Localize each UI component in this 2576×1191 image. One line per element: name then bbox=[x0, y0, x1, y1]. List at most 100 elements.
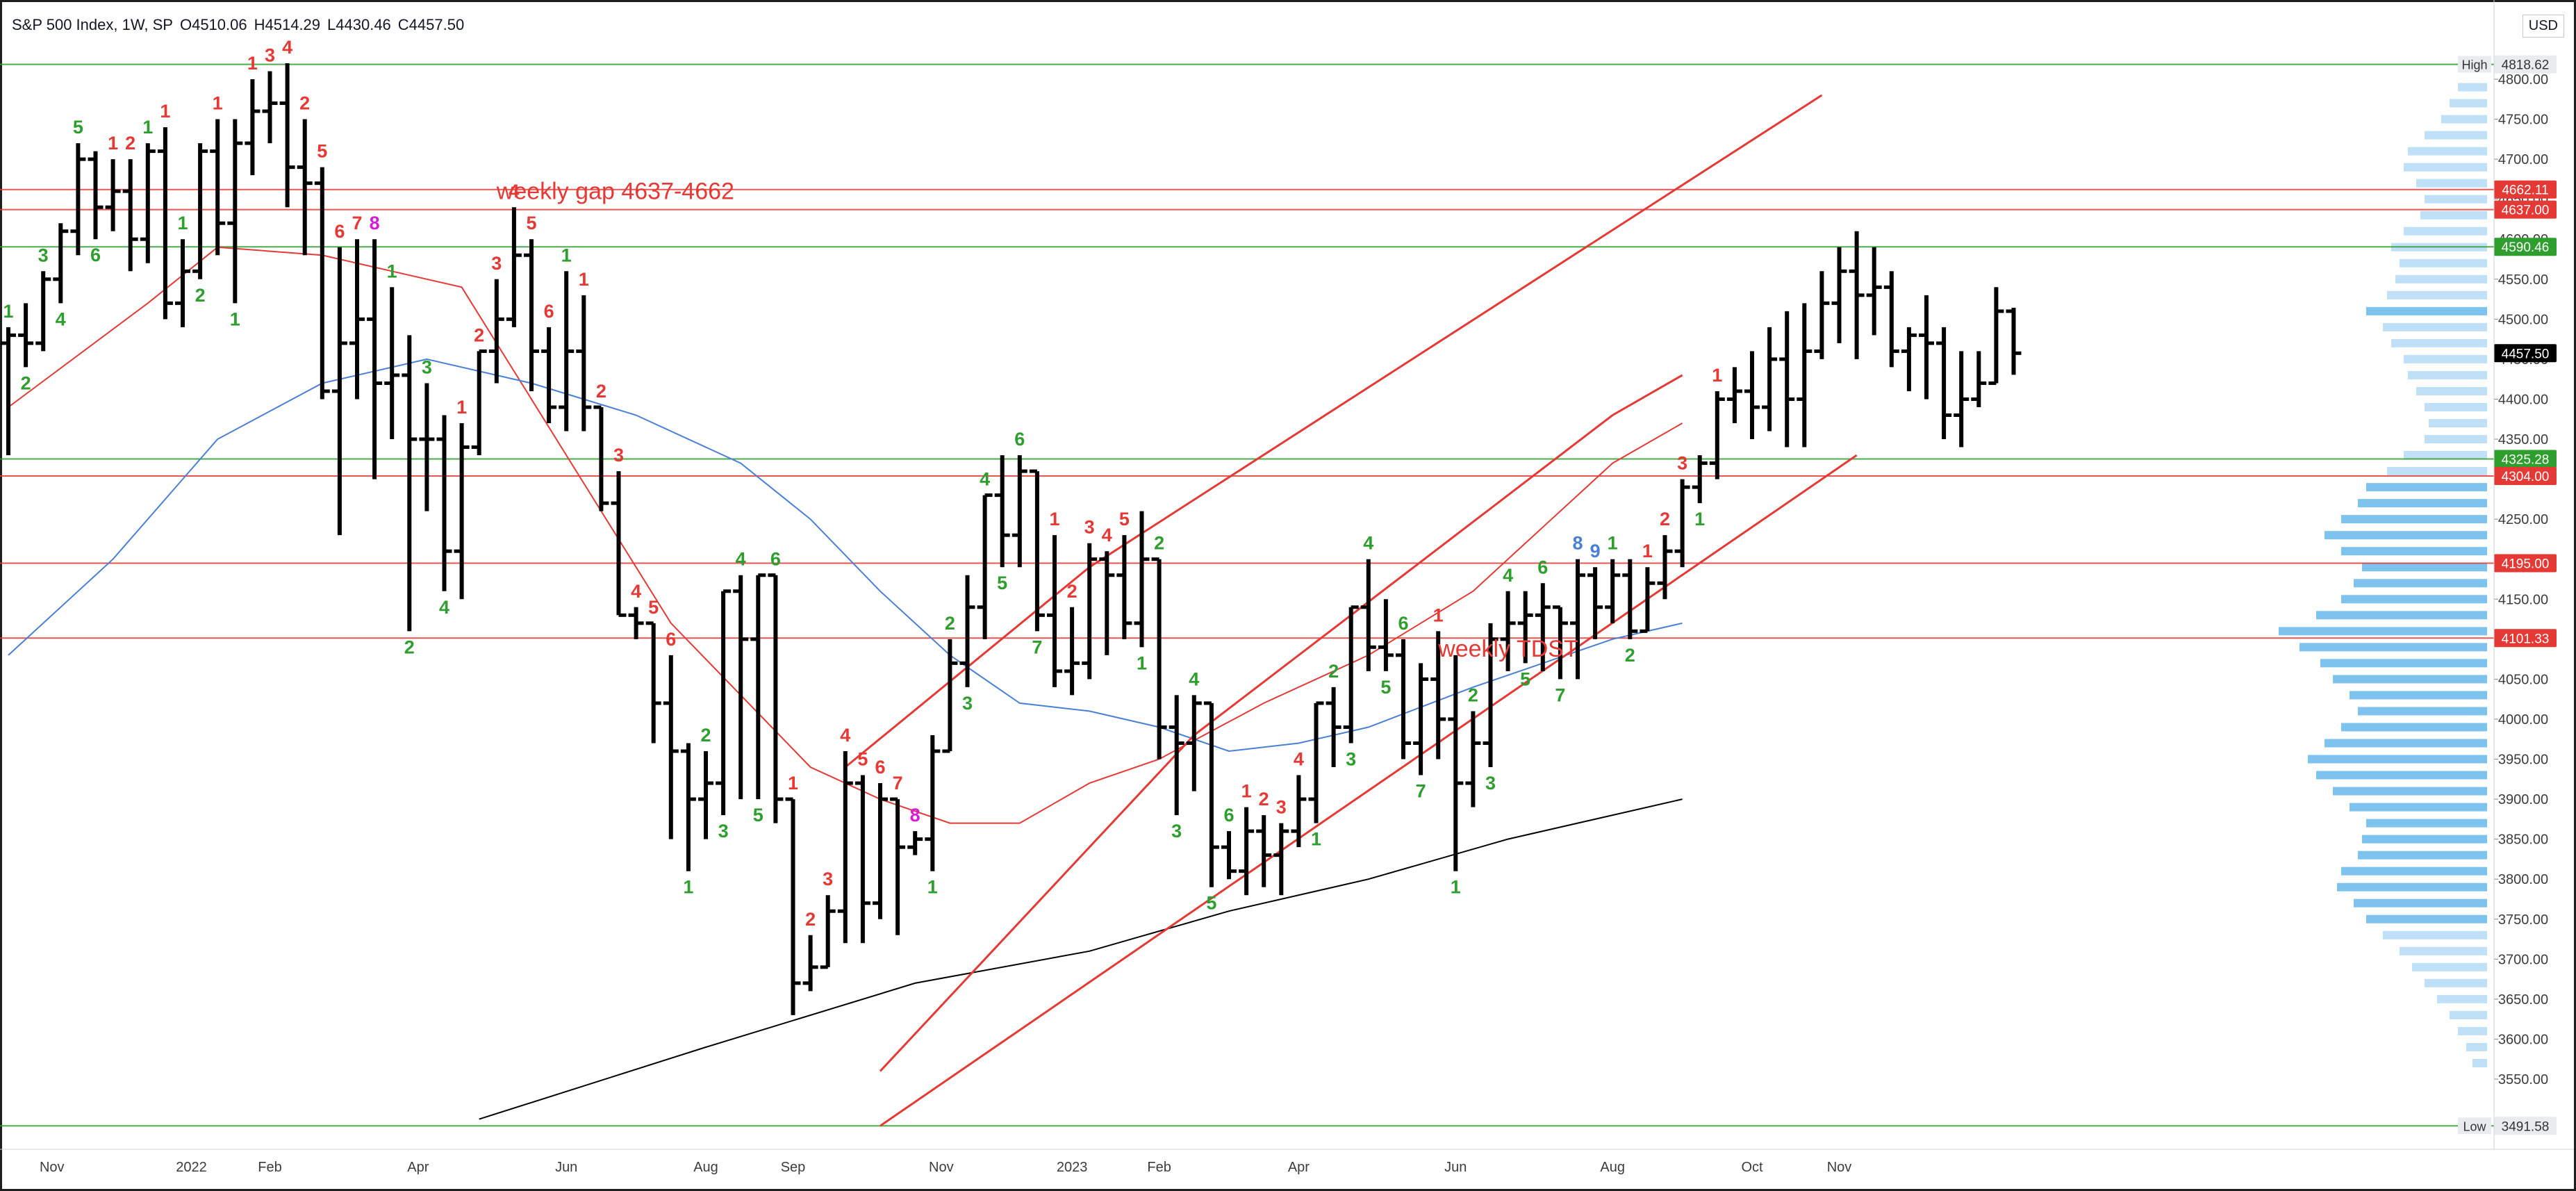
td-count-label: 1 bbox=[160, 101, 170, 122]
level-price-tag bbox=[2494, 466, 2557, 485]
chart-annotation: weekly gap 4637-4662 bbox=[496, 179, 734, 205]
td-count-label: 1 bbox=[1642, 541, 1653, 561]
td-count-label: 2 bbox=[474, 325, 484, 345]
td-count-label: 6 bbox=[1537, 557, 1548, 577]
y-tick-label: 4250.00 bbox=[2498, 512, 2548, 527]
volume-profile-bar bbox=[2391, 338, 2487, 347]
x-tick-label: Nov bbox=[40, 1160, 65, 1175]
level-price-tag bbox=[2494, 200, 2557, 219]
symbol-title: S&P 500 Index, 1W, SP bbox=[12, 16, 173, 33]
td-count-label: 1 bbox=[3, 301, 13, 322]
td-count-label: 1 bbox=[1608, 533, 1618, 554]
volume-profile bbox=[2279, 83, 2487, 1067]
volume-profile-bar bbox=[2466, 1042, 2487, 1051]
volume-profile-bar bbox=[2308, 755, 2487, 764]
td-count-label: 2 bbox=[1625, 645, 1635, 666]
level-price-tag-label: 4195.00 bbox=[2502, 557, 2550, 571]
y-tick-label: 3850.00 bbox=[2498, 832, 2548, 848]
volume-profile-bar bbox=[2408, 147, 2487, 156]
td-count-label: 9 bbox=[1590, 541, 1601, 561]
td-count-label: 1 bbox=[788, 773, 798, 794]
x-tick-label: Jun bbox=[555, 1160, 577, 1175]
volume-profile-bar bbox=[2350, 691, 2487, 700]
volume-profile-bar bbox=[2337, 882, 2487, 892]
td-count-label: 2 bbox=[805, 909, 816, 930]
td-count-label: 1 bbox=[579, 269, 589, 290]
trendline bbox=[879, 374, 1683, 1072]
level-price-tag-label: 4818.62 bbox=[2502, 58, 2550, 73]
y-tick-label: 4000.00 bbox=[2498, 712, 2548, 728]
td-count-label: 1 bbox=[142, 117, 153, 138]
volume-profile-bar bbox=[2404, 163, 2487, 172]
volume-profile-bar bbox=[2412, 962, 2487, 971]
symbol-header: S&P 500 Index, 1W, SP O4510.06 H4514.29 L44… bbox=[12, 16, 471, 34]
volume-profile-bar bbox=[2404, 354, 2487, 363]
td-count-label: 5 bbox=[648, 597, 659, 618]
td-count-label: 6 bbox=[544, 301, 554, 322]
td-count-label: 5 bbox=[526, 213, 536, 233]
volume-profile-bar bbox=[2341, 515, 2487, 524]
volume-profile-bar bbox=[2325, 531, 2487, 540]
x-tick-label: 2023 bbox=[1057, 1160, 1088, 1175]
td-count-label: 5 bbox=[997, 573, 1007, 593]
y-tick-label: 3900.00 bbox=[2498, 792, 2548, 807]
td-count-label: 3 bbox=[1171, 821, 1182, 841]
volume-profile-bar bbox=[2279, 627, 2487, 636]
ohlc-close: C4457.50 bbox=[397, 16, 465, 33]
volume-profile-bar bbox=[2366, 819, 2487, 828]
td-count-label: 1 bbox=[683, 877, 693, 898]
td-count-label: 6 bbox=[770, 549, 781, 570]
y-tick-label: 3600.00 bbox=[2498, 1032, 2548, 1047]
volume-profile-bar bbox=[2341, 595, 2487, 604]
level-price-tag-label: 4304.00 bbox=[2502, 470, 2550, 484]
x-tick-label: Feb bbox=[1147, 1160, 1171, 1175]
level-tag-label: High bbox=[2461, 58, 2487, 72]
td-count-label: 3 bbox=[1677, 453, 1687, 474]
td-count-label: 1 bbox=[387, 261, 397, 281]
td-count-label: 3 bbox=[1276, 797, 1287, 818]
td-count-label: 4 bbox=[980, 469, 990, 490]
td-count-label: 5 bbox=[1206, 893, 1216, 914]
td-count-label: 3 bbox=[718, 821, 729, 841]
level-tag-box bbox=[2458, 1117, 2491, 1135]
y-tick-label: 4700.00 bbox=[2498, 152, 2548, 167]
y-tick-label: 3950.00 bbox=[2498, 753, 2548, 768]
td-count-label: 6 bbox=[1223, 805, 1234, 826]
td-count-label: 8 bbox=[910, 805, 920, 826]
td-count-label: 3 bbox=[613, 445, 624, 466]
volume-profile-bar bbox=[2420, 211, 2487, 220]
td-count-label: 1 bbox=[177, 213, 188, 233]
y-tick-label: 4500.00 bbox=[2498, 312, 2548, 327]
td-count-label: 3 bbox=[823, 869, 833, 889]
y-tick-label: 3700.00 bbox=[2498, 952, 2548, 967]
level-price-tag bbox=[2494, 629, 2557, 648]
td-count-label: 2 bbox=[404, 636, 415, 657]
x-tick-label: Nov bbox=[1827, 1160, 1852, 1175]
volume-profile-bar bbox=[2350, 803, 2487, 812]
volume-profile-bar bbox=[2400, 946, 2487, 955]
ohlc-high: H4514.29 bbox=[254, 16, 321, 33]
volume-profile-bar bbox=[2450, 99, 2487, 108]
currency-button[interactable]: USD bbox=[2522, 15, 2564, 38]
td-count-label: 1 bbox=[1694, 509, 1705, 529]
volume-profile-bar bbox=[2358, 707, 2487, 716]
volume-profile-bar bbox=[2366, 914, 2487, 923]
volume-profile-bar bbox=[2300, 643, 2487, 652]
volume-profile-bar bbox=[2404, 227, 2487, 236]
volume-profile-bar bbox=[2383, 930, 2487, 939]
x-tick-label: Aug bbox=[693, 1160, 718, 1175]
td-count-label: 4 bbox=[1189, 668, 1199, 689]
volume-profile-bar bbox=[2437, 994, 2487, 1003]
td-count-label: 4 bbox=[1503, 565, 1513, 586]
x-tick-label: Nov bbox=[929, 1160, 954, 1175]
td-count-label: 1 bbox=[247, 53, 258, 74]
td-count-label: 4 bbox=[840, 725, 850, 746]
td-count-label: 3 bbox=[1346, 748, 1356, 769]
td-count-label: 6 bbox=[90, 245, 101, 265]
td-count-label: 2 bbox=[1468, 684, 1478, 705]
td-count-label: 5 bbox=[317, 141, 327, 162]
td-count-label: 1 bbox=[1311, 829, 1321, 850]
td-count-label: 4 bbox=[509, 181, 519, 202]
y-tick-label: 4150.00 bbox=[2498, 592, 2548, 607]
